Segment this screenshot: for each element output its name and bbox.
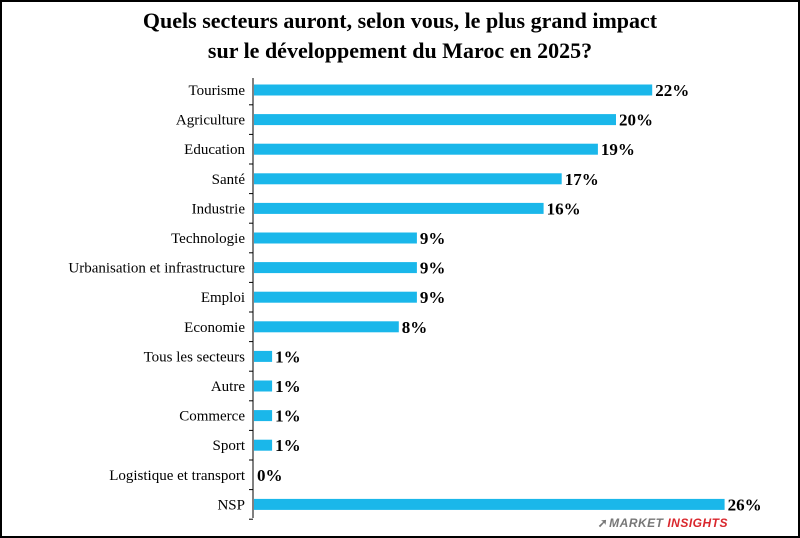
chart-title: Quels secteurs auront, selon vous, le pl… [2, 6, 798, 66]
data-label: 1% [275, 407, 301, 426]
data-label: 8% [402, 318, 428, 337]
bar [254, 202, 544, 214]
market-insights-logo: ➚MARKET INSIGHTS [598, 516, 728, 530]
data-label: 1% [275, 377, 301, 396]
bar [254, 114, 616, 126]
category-label: Industrie [192, 201, 246, 217]
chart-title-line-1: Quels secteurs auront, selon vous, le pl… [142, 8, 658, 33]
data-label: 19% [601, 140, 635, 159]
category-label: NSP [217, 497, 245, 513]
bar [254, 232, 417, 244]
category-label: Technologie [171, 231, 245, 247]
category-label: Education [184, 142, 245, 158]
category-label: Agriculture [176, 113, 245, 129]
data-label: 9% [420, 259, 446, 278]
bar [254, 291, 417, 303]
category-label: Sport [212, 438, 245, 454]
bar [254, 173, 562, 185]
data-label: 1% [275, 436, 301, 455]
category-label: Tous les secteurs [144, 349, 246, 365]
data-label: 9% [420, 229, 446, 248]
bar [254, 498, 725, 510]
data-label: 20% [619, 111, 653, 130]
bar [254, 410, 273, 422]
bar [254, 350, 273, 362]
logo-text-market: MARKET [609, 516, 664, 530]
data-label: 9% [420, 288, 446, 307]
bar [254, 380, 273, 392]
bar [254, 439, 273, 451]
bar [254, 143, 598, 155]
data-label: 0% [257, 466, 283, 485]
bar [254, 262, 417, 274]
category-label: Logistique et transport [109, 468, 246, 484]
category-label: Santé [212, 172, 246, 188]
logo-text-insights: INSIGHTS [667, 516, 728, 530]
category-label: Urbanisation et infrastructure [68, 261, 245, 277]
data-label: 16% [547, 199, 581, 218]
data-label: 17% [565, 170, 599, 189]
data-label: 1% [275, 347, 301, 366]
logo-arrow-icon: ➚ [597, 516, 609, 530]
bar [254, 321, 399, 333]
category-label: Autre [211, 379, 245, 395]
data-label: 26% [728, 495, 762, 514]
chart-title-line-2: sur le développement du Maroc en 2025? [207, 38, 593, 63]
category-label: Tourisme [189, 83, 246, 99]
category-label: Economie [184, 320, 245, 336]
category-label: Emploi [201, 290, 245, 306]
bar [254, 84, 653, 96]
data-label: 22% [655, 81, 689, 100]
category-label: Commerce [179, 409, 245, 425]
